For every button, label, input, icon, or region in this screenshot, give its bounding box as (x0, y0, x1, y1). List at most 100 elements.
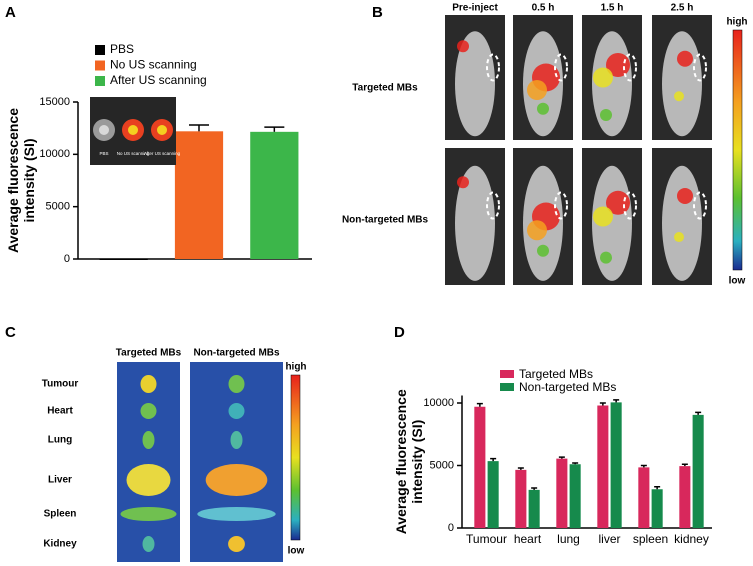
bar (174, 131, 224, 259)
x-tick-label: lung (557, 532, 580, 546)
error-bar (681, 463, 688, 467)
row-label: Targeted MBs (352, 83, 418, 94)
bar (528, 489, 540, 528)
y-tick-label: 0 (448, 522, 454, 534)
legend-swatch (500, 383, 514, 391)
scale-high: high (726, 17, 747, 28)
tumour-mark (554, 191, 568, 220)
column-label: Targeted MBs (116, 348, 182, 359)
column-label: 2.5 h (671, 3, 694, 14)
legend-swatch (95, 60, 105, 71)
inset-core (157, 125, 167, 135)
legend-label: PBS (110, 42, 134, 56)
tumour-mark (693, 53, 707, 82)
signal (537, 102, 549, 115)
y-axis-label-line: intensity (SI) (21, 138, 37, 222)
error-bar (189, 124, 209, 132)
signal (674, 91, 684, 102)
signal (677, 50, 693, 67)
mouse (662, 31, 702, 137)
x-tick-label: kidney (674, 532, 709, 546)
row-label: Lung (48, 435, 72, 446)
x-tick-label: heart (514, 532, 542, 546)
bar (692, 414, 704, 528)
legend-swatch (95, 45, 105, 55)
bar (474, 406, 486, 528)
row-label: Non-targeted MBs (342, 215, 429, 226)
signal (606, 190, 630, 215)
inset-label: After US scanning (144, 151, 181, 156)
inset-label: No US scanning (117, 151, 150, 156)
panel-label: C (5, 324, 16, 341)
tumour-mark (623, 53, 637, 82)
error-bar (490, 457, 497, 462)
panel-label: A (5, 4, 16, 21)
y-tick-label: 0 (64, 253, 70, 265)
y-tick-label: 15000 (39, 96, 70, 108)
mouse (455, 31, 495, 137)
signal (606, 53, 630, 77)
error-bar (531, 487, 538, 490)
signal (600, 251, 612, 264)
organ (205, 464, 268, 496)
organ (228, 375, 245, 393)
signal (457, 40, 469, 53)
legend-swatch (500, 370, 514, 378)
organ (230, 431, 243, 449)
row-label: Spleen (44, 509, 77, 520)
row-label: Tumour (42, 379, 79, 390)
inset-label: PBS (99, 151, 108, 156)
colorbar (290, 374, 301, 541)
bar (569, 464, 581, 528)
x-tick-label: Tumour (466, 532, 507, 546)
signal (674, 232, 684, 243)
signal (677, 187, 693, 204)
image (190, 362, 283, 562)
error-bar (558, 456, 565, 459)
organ (228, 403, 245, 419)
error-bar (476, 402, 483, 407)
column-label: 1.5 h (601, 3, 624, 14)
image (117, 362, 180, 562)
legend-label: After US scanning (110, 73, 207, 87)
y-tick-label: 10000 (39, 148, 70, 160)
bar (487, 461, 499, 528)
y-axis-label: Average fluorescenceintensity (SI) (393, 389, 425, 534)
signal (593, 206, 613, 227)
bar (638, 467, 650, 528)
organ (197, 507, 276, 521)
row-label: Liver (48, 475, 72, 486)
signal (593, 67, 613, 88)
bar (515, 469, 527, 528)
bar (679, 466, 691, 528)
error-bar (264, 126, 285, 132)
mouse (662, 165, 702, 281)
organ (142, 536, 155, 552)
y-tick-label: 5000 (46, 201, 70, 213)
scale-low: low (729, 276, 746, 287)
x-tick-label: spleen (633, 532, 668, 546)
signal (527, 220, 547, 241)
signal (600, 109, 612, 121)
bar (250, 131, 299, 259)
y-axis-label: Average fluorescenceintensity (SI) (5, 108, 37, 253)
tumour-mark (693, 191, 707, 220)
bar (556, 458, 568, 528)
y-tick-label: 10000 (423, 397, 454, 409)
organ (140, 375, 157, 393)
bar (597, 405, 609, 528)
organ (140, 403, 157, 419)
organ (126, 464, 171, 496)
y-axis-label-line: intensity (SI) (409, 420, 425, 504)
panel-label: D (394, 324, 405, 341)
colorbar (732, 29, 743, 271)
row-label: Kidney (43, 539, 77, 550)
error-bar (695, 411, 702, 415)
signal (537, 244, 549, 257)
inset-core (99, 125, 109, 135)
y-tick-label: 5000 (430, 459, 454, 471)
error-bar (599, 402, 606, 406)
panel-label: B (372, 4, 383, 21)
legend-label: Non-targeted MBs (519, 380, 616, 394)
tumour-mark (554, 53, 568, 82)
